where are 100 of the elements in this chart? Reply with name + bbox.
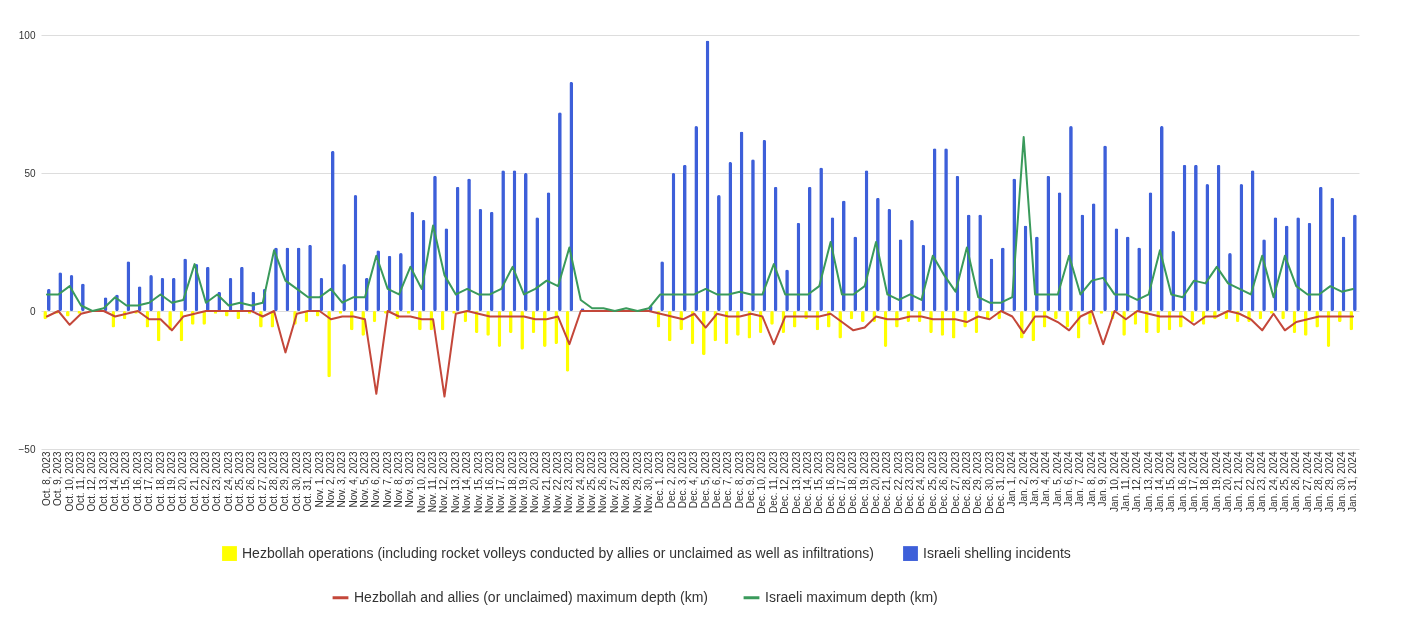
- x-tick-label: Dec. 7, 2023: [722, 451, 734, 509]
- legend-label: Israeli maximum depth (km): [765, 588, 938, 605]
- x-tick-label: Jan. 12, 2024: [1131, 451, 1143, 513]
- x-tick-label: Nov. 25, 2023: [586, 451, 598, 514]
- x-tick-label: Nov. 24, 2023: [574, 451, 586, 514]
- x-tick-label: Jan. 28, 2024: [1312, 451, 1324, 513]
- x-tick-label: Oct. 23, 2023: [211, 451, 223, 512]
- x-tick-label: Jan. 15, 2024: [1165, 451, 1177, 513]
- x-tick-label: Nov. 23, 2023: [563, 451, 575, 514]
- x-tick-label: Oct. 28, 2023: [268, 451, 280, 512]
- x-tick-label: Dec. 23, 2023: [904, 451, 916, 514]
- x-tick-label: Jan. 4, 2024: [1040, 451, 1052, 507]
- x-tick-label: Dec. 26, 2023: [938, 451, 950, 514]
- x-tick-label: Jan. 23, 2024: [1256, 451, 1268, 513]
- x-tick-label: Jan. 30, 2024: [1335, 451, 1347, 513]
- x-tick-label: Nov. 19, 2023: [517, 451, 529, 514]
- x-tick-label: Jan. 9, 2024: [1097, 451, 1109, 507]
- y-tick-label: 50: [24, 167, 36, 179]
- x-tick-label: Jan. 6, 2024: [1063, 451, 1075, 507]
- x-tick-label: Dec. 8, 2023: [733, 451, 745, 509]
- x-tick-label: Dec. 30, 2023: [983, 451, 995, 514]
- x-tick-label: Jan. 18, 2024: [1199, 451, 1211, 513]
- x-tick-label: Oct. 9, 2023: [52, 451, 64, 506]
- x-tick-label: Dec. 25, 2023: [926, 451, 938, 514]
- x-tick-label: Nov. 12, 2023: [438, 451, 450, 514]
- x-tick-label: Jan. 27, 2024: [1301, 451, 1313, 513]
- x-tick-label: Oct. 30, 2023: [290, 451, 302, 512]
- x-tick-label: Nov. 20, 2023: [529, 451, 541, 514]
- legend-label: Israeli shelling incidents: [923, 544, 1071, 561]
- x-tick-label: Nov. 26, 2023: [597, 451, 609, 514]
- x-tick-label: Nov. 28, 2023: [620, 451, 632, 514]
- x-tick-label: Dec. 27, 2023: [949, 451, 961, 514]
- x-tick-label: Dec. 19, 2023: [858, 451, 870, 514]
- x-tick-label: Jan. 21, 2024: [1233, 451, 1245, 513]
- x-tick-label: Nov. 1, 2023: [313, 451, 325, 508]
- x-tick-label: Jan. 11, 2024: [1119, 451, 1131, 512]
- x-tick-label: Jan. 1, 2024: [1006, 451, 1018, 507]
- x-tick-label: Dec. 6, 2023: [711, 451, 723, 509]
- x-tick-label: Oct. 24, 2023: [222, 451, 234, 512]
- x-tick-label: Jan. 14, 2024: [1153, 451, 1165, 513]
- x-tick-label: Nov. 15, 2023: [472, 451, 484, 514]
- x-tick-label: Jan. 19, 2024: [1210, 451, 1222, 513]
- x-tick-label: Jan. 13, 2024: [1142, 451, 1154, 513]
- x-tick-label: Dec. 14, 2023: [801, 451, 813, 514]
- x-tick-label: Dec. 21, 2023: [881, 451, 893, 514]
- x-tick-label: Nov. 8, 2023: [393, 451, 405, 508]
- x-tick-label: Nov. 9, 2023: [404, 451, 416, 508]
- x-tick-label: Dec. 20, 2023: [870, 451, 882, 514]
- x-tick-label: Dec. 24, 2023: [915, 451, 927, 514]
- x-tick-label: Dec. 13, 2023: [790, 451, 802, 514]
- x-tick-label: Oct. 13, 2023: [97, 451, 109, 512]
- x-tick-label: Jan. 26, 2024: [1290, 451, 1302, 513]
- x-tick-label: Nov. 10, 2023: [415, 451, 427, 514]
- x-tick-label: Jan. 22, 2024: [1244, 451, 1256, 513]
- x-tick-label: Dec. 5, 2023: [699, 451, 711, 509]
- x-tick-label: Nov. 17, 2023: [495, 451, 507, 514]
- x-tick-label: Dec. 4, 2023: [688, 451, 700, 509]
- y-tick-label: 100: [18, 29, 36, 41]
- x-tick-label: Nov. 14, 2023: [461, 451, 473, 514]
- x-tick-label: Nov. 7, 2023: [381, 451, 393, 508]
- x-tick-label: Dec. 9, 2023: [745, 451, 757, 509]
- x-tick-label: Nov. 18, 2023: [506, 451, 518, 514]
- x-tick-label: Nov. 22, 2023: [552, 451, 564, 514]
- legend-label: Hezbollah and allies (or unclaimed) maximum depth (km): [354, 588, 709, 605]
- x-tick-label: Oct. 18, 2023: [154, 451, 166, 512]
- x-tick-label: Oct. 31, 2023: [302, 451, 314, 512]
- x-tick-label: Oct. 11, 2023: [75, 451, 87, 511]
- x-tick-label: Dec. 10, 2023: [756, 451, 768, 514]
- x-tick-label: Jan. 16, 2024: [1176, 451, 1188, 513]
- x-tick-label: Oct. 10, 2023: [63, 451, 75, 512]
- x-tick-label: Oct. 25, 2023: [234, 451, 246, 512]
- x-tick-label: Jan. 25, 2024: [1278, 451, 1290, 513]
- x-tick-label: Jan. 2, 2024: [1017, 451, 1029, 507]
- x-tick-label: Oct. 26, 2023: [245, 451, 257, 512]
- x-tick-label: Oct. 29, 2023: [279, 451, 291, 512]
- x-tick-label: Dec. 28, 2023: [960, 451, 972, 514]
- y-tick-label: 0: [29, 305, 36, 317]
- x-tick-label: Jan. 24, 2024: [1267, 451, 1279, 513]
- x-tick-label: Jan. 7, 2024: [1074, 451, 1086, 507]
- x-tick-label: Oct. 14, 2023: [109, 451, 121, 512]
- x-tick-label: Dec. 2, 2023: [665, 451, 677, 509]
- x-tick-label: Jan. 29, 2024: [1324, 451, 1336, 513]
- x-tick-label: Dec. 29, 2023: [972, 451, 984, 514]
- x-tick-label: Jan. 5, 2024: [1051, 451, 1063, 507]
- x-tick-label: Dec. 18, 2023: [847, 451, 859, 514]
- legend-label: Hezbollah operations (including rocket volleys conducted by allies or unclaimed as well as infiltrations): [242, 544, 874, 561]
- x-tick-label: Dec. 15, 2023: [813, 451, 825, 514]
- x-tick-label: Nov. 13, 2023: [449, 451, 461, 514]
- x-tick-label: Oct. 20, 2023: [177, 451, 189, 512]
- x-tick-label: Nov. 6, 2023: [370, 451, 382, 508]
- x-tick-label: Jan. 17, 2024: [1188, 451, 1200, 513]
- x-tick-label: Oct. 22, 2023: [199, 451, 211, 512]
- x-tick-label: Jan. 8, 2024: [1085, 451, 1097, 507]
- x-tick-label: Dec. 11, 2023: [767, 451, 779, 514]
- x-tick-label: Oct. 15, 2023: [120, 451, 132, 512]
- x-tick-label: Dec. 1, 2023: [654, 451, 666, 509]
- x-tick-label: Jan. 10, 2024: [1108, 451, 1120, 513]
- x-tick-label: Nov. 21, 2023: [540, 451, 552, 514]
- x-tick-label: Nov. 30, 2023: [642, 451, 654, 514]
- x-tick-label: Dec. 3, 2023: [676, 451, 688, 509]
